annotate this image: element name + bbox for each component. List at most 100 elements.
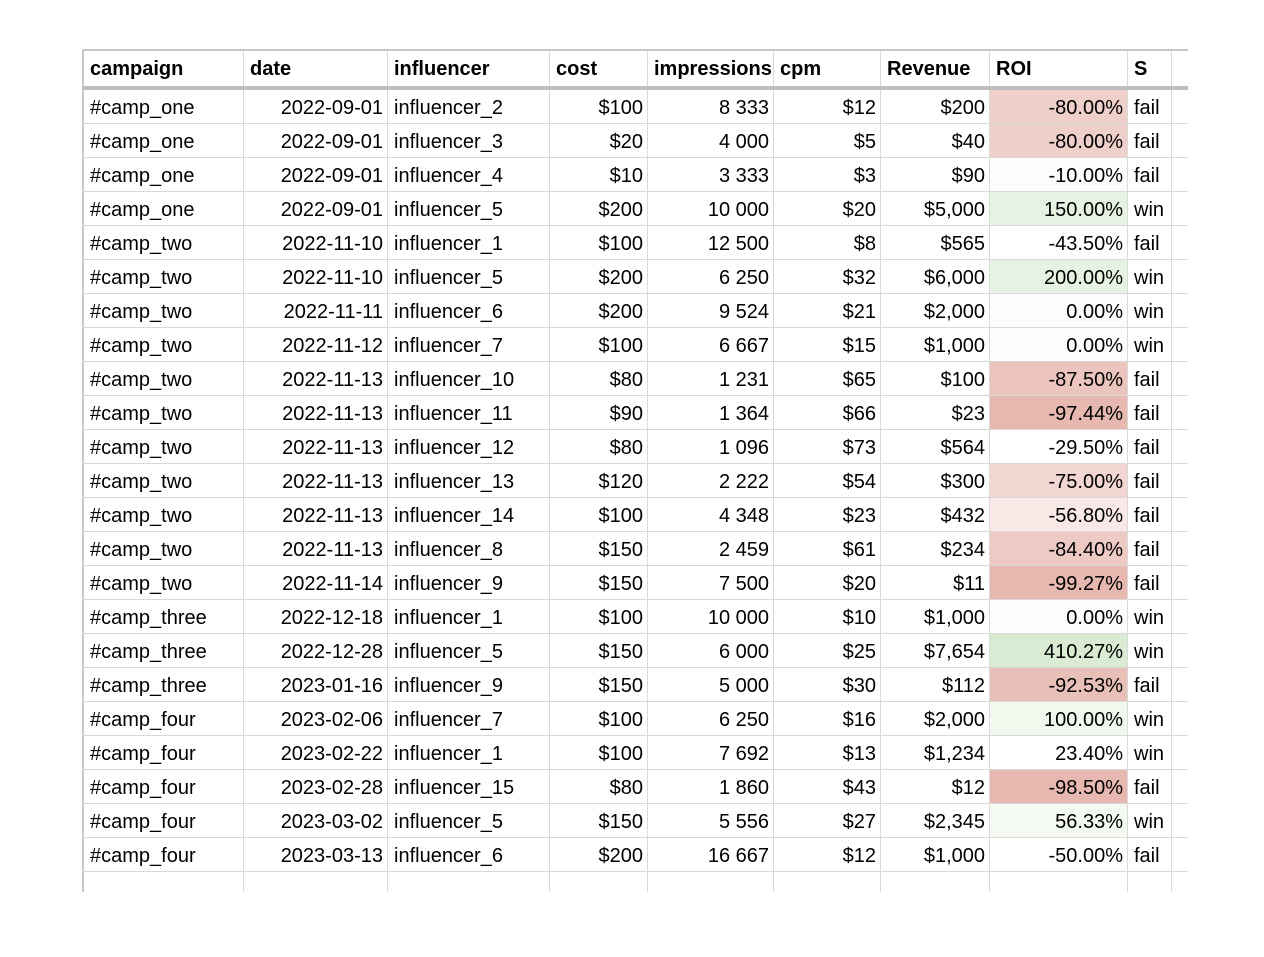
empty-cell[interactable]	[1172, 396, 1188, 429]
cell-cpm[interactable]: $43	[774, 770, 881, 803]
header-revenue[interactable]: Revenue	[881, 51, 990, 86]
cell-roi[interactable]: -75.00%	[990, 464, 1128, 497]
empty-cell[interactable]	[1172, 736, 1188, 769]
empty-cell[interactable]	[1172, 804, 1188, 837]
cell-revenue[interactable]: $2,000	[881, 294, 990, 327]
cell-roi[interactable]: -29.50%	[990, 430, 1128, 463]
cell-cost[interactable]: $200	[550, 192, 648, 225]
cell-influencer[interactable]: influencer_12	[388, 430, 550, 463]
cell-date[interactable]: 2022-11-13	[244, 362, 388, 395]
cell-cost[interactable]: $150	[550, 668, 648, 701]
empty-cell[interactable]	[1172, 430, 1188, 463]
empty-cell[interactable]	[1172, 838, 1188, 871]
cell-revenue[interactable]: $1,000	[881, 838, 990, 871]
empty-cell[interactable]	[1172, 90, 1188, 123]
cell-influencer[interactable]: influencer_5	[388, 804, 550, 837]
empty-cell[interactable]	[1172, 498, 1188, 531]
cell-status[interactable]: fail	[1128, 124, 1172, 157]
cell-impressions[interactable]: 6 667	[648, 328, 774, 361]
cell-influencer[interactable]: influencer_13	[388, 464, 550, 497]
cell-influencer[interactable]: influencer_10	[388, 362, 550, 395]
cell-cost[interactable]: $100	[550, 90, 648, 123]
cell-date[interactable]: 2023-03-13	[244, 838, 388, 871]
cell-impressions[interactable]: 3 333	[648, 158, 774, 191]
cell-impressions[interactable]: 7 500	[648, 566, 774, 599]
cell-cost[interactable]: $80	[550, 770, 648, 803]
cell-revenue[interactable]: $7,654	[881, 634, 990, 667]
cell-cost[interactable]: $100	[550, 702, 648, 735]
cell-campaign[interactable]: #camp_four	[82, 770, 244, 803]
cell-campaign[interactable]: #camp_three	[82, 634, 244, 667]
header-influencer[interactable]: influencer	[388, 51, 550, 86]
cell-roi[interactable]: -98.50%	[990, 770, 1128, 803]
cell-impressions[interactable]: 2 459	[648, 532, 774, 565]
cell-cost[interactable]: $100	[550, 226, 648, 259]
cell-cpm[interactable]: $73	[774, 430, 881, 463]
cell-impressions[interactable]: 1 096	[648, 430, 774, 463]
cell-date[interactable]: 2022-09-01	[244, 158, 388, 191]
cell-roi[interactable]: -87.50%	[990, 362, 1128, 395]
cell-status[interactable]: fail	[1128, 532, 1172, 565]
empty-cell[interactable]	[1172, 566, 1188, 599]
cell-cpm[interactable]: $13	[774, 736, 881, 769]
cell-roi[interactable]: 100.00%	[990, 702, 1128, 735]
cell-campaign[interactable]: #camp_four	[82, 804, 244, 837]
cell-cpm[interactable]: $25	[774, 634, 881, 667]
empty-cell[interactable]	[1172, 328, 1188, 361]
cell-campaign[interactable]: #camp_two	[82, 430, 244, 463]
cell-influencer[interactable]: influencer_2	[388, 90, 550, 123]
cell-campaign[interactable]: #camp_one	[82, 158, 244, 191]
cell-status[interactable]: win	[1128, 294, 1172, 327]
cell-date[interactable]: 2022-09-01	[244, 192, 388, 225]
cell-influencer[interactable]: influencer_9	[388, 668, 550, 701]
empty-cell[interactable]	[1172, 260, 1188, 293]
cell-campaign[interactable]: #camp_two	[82, 226, 244, 259]
cell-status[interactable]: win	[1128, 736, 1172, 769]
cell-cpm[interactable]: $20	[774, 192, 881, 225]
cell-cost[interactable]: $100	[550, 736, 648, 769]
empty-cell[interactable]	[1172, 872, 1188, 892]
cell-revenue[interactable]: $11	[881, 566, 990, 599]
header-empty-cell[interactable]	[1172, 51, 1188, 86]
cell-influencer[interactable]: influencer_4	[388, 158, 550, 191]
cell-cost[interactable]: $100	[550, 600, 648, 633]
cell-date[interactable]: 2022-11-10	[244, 260, 388, 293]
cell-date[interactable]: 2022-11-10	[244, 226, 388, 259]
cell-revenue[interactable]: $2,000	[881, 702, 990, 735]
empty-cell[interactable]	[1172, 532, 1188, 565]
header-status[interactable]: S	[1128, 51, 1172, 86]
cell-impressions[interactable]: 1 231	[648, 362, 774, 395]
cell-cpm[interactable]: $5	[774, 124, 881, 157]
cell-influencer[interactable]: influencer_9	[388, 566, 550, 599]
cell-influencer[interactable]: influencer_6	[388, 838, 550, 871]
empty-cell[interactable]	[648, 872, 774, 892]
cell-roi[interactable]: -56.80%	[990, 498, 1128, 531]
cell-cost[interactable]: $120	[550, 464, 648, 497]
cell-impressions[interactable]: 2 222	[648, 464, 774, 497]
cell-impressions[interactable]: 5 000	[648, 668, 774, 701]
cell-impressions[interactable]: 6 000	[648, 634, 774, 667]
cell-revenue[interactable]: $564	[881, 430, 990, 463]
empty-cell[interactable]	[1172, 668, 1188, 701]
cell-campaign[interactable]: #camp_two	[82, 396, 244, 429]
cell-cpm[interactable]: $54	[774, 464, 881, 497]
cell-impressions[interactable]: 9 524	[648, 294, 774, 327]
cell-influencer[interactable]: influencer_11	[388, 396, 550, 429]
cell-status[interactable]: fail	[1128, 90, 1172, 123]
cell-roi[interactable]: -80.00%	[990, 124, 1128, 157]
cell-status[interactable]: fail	[1128, 226, 1172, 259]
cell-impressions[interactable]: 10 000	[648, 192, 774, 225]
cell-status[interactable]: fail	[1128, 362, 1172, 395]
header-roi[interactable]: ROI	[990, 51, 1128, 86]
cell-roi[interactable]: 0.00%	[990, 294, 1128, 327]
cell-status[interactable]: fail	[1128, 770, 1172, 803]
empty-cell[interactable]	[1172, 464, 1188, 497]
cell-cpm[interactable]: $3	[774, 158, 881, 191]
cell-campaign[interactable]: #camp_four	[82, 838, 244, 871]
empty-cell[interactable]	[82, 872, 244, 892]
cell-cost[interactable]: $150	[550, 634, 648, 667]
cell-revenue[interactable]: $2,345	[881, 804, 990, 837]
cell-impressions[interactable]: 8 333	[648, 90, 774, 123]
cell-impressions[interactable]: 7 692	[648, 736, 774, 769]
cell-status[interactable]: fail	[1128, 668, 1172, 701]
